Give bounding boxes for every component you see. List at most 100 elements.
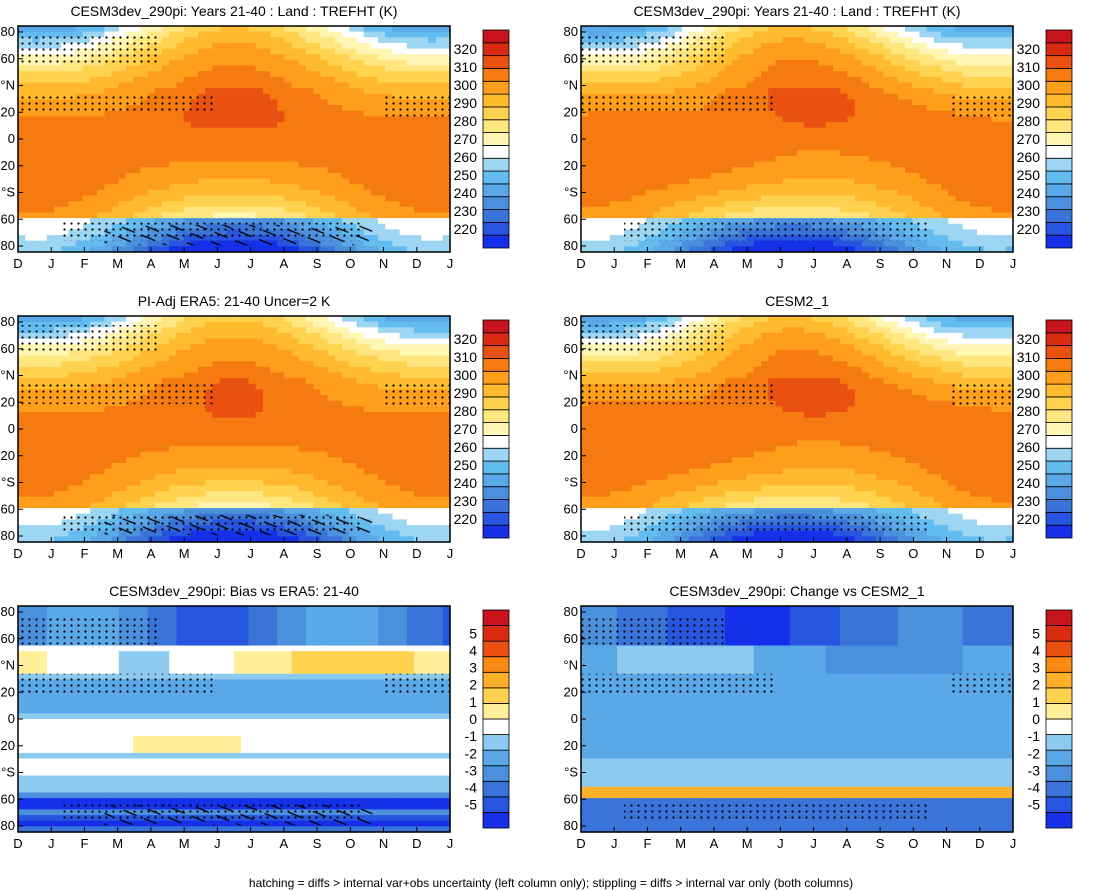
heatmap-cell	[270, 161, 278, 168]
heatmap-cell	[342, 161, 350, 168]
heatmap-cell	[306, 206, 314, 214]
heatmap-cell	[378, 48, 386, 55]
heatmap-cell	[82, 212, 91, 219]
heatmap-cell	[746, 206, 755, 214]
heatmap-cell	[725, 218, 733, 225]
heatmap-cell	[645, 116, 654, 123]
colorbar-label: 220	[1017, 221, 1041, 237]
colorbar-label: 300	[1017, 77, 1041, 93]
heatmap-cell	[933, 31, 942, 38]
heatmap-cell	[926, 71, 935, 78]
heatmap-cell	[435, 71, 444, 78]
heatmap-cell	[768, 206, 776, 214]
heatmap-cell	[753, 116, 762, 123]
heatmap-cell	[118, 116, 127, 123]
heatmap-cell	[919, 105, 928, 112]
heatmap-cell	[797, 59, 805, 67]
heatmap-cell	[435, 167, 444, 174]
heatmap-cell	[75, 316, 84, 323]
heatmap-cell	[977, 122, 985, 129]
heatmap-cell	[912, 184, 920, 191]
heatmap-cell	[68, 240, 77, 247]
heatmap-cell	[140, 184, 149, 191]
heatmap-cell	[797, 133, 805, 140]
y-tick-label: 80	[564, 24, 578, 39]
heatmap-cell	[638, 206, 647, 214]
heatmap-cell	[775, 76, 784, 84]
heatmap-cell	[926, 139, 935, 146]
heatmap-cell	[847, 184, 856, 191]
heatmap-cell	[804, 139, 812, 146]
heatmap-cell	[255, 206, 264, 214]
heatmap-cell	[696, 144, 704, 151]
heatmap-cell	[54, 116, 62, 123]
heatmap-cell	[262, 218, 271, 225]
heatmap-cell	[54, 223, 62, 230]
heatmap-cell	[933, 82, 942, 89]
heatmap-cell	[739, 122, 748, 129]
heatmap-cell	[334, 189, 343, 197]
heatmap-cell	[833, 93, 841, 101]
heatmap-cell	[133, 172, 141, 180]
heatmap-cell	[624, 31, 632, 38]
heatmap-cell	[581, 195, 589, 202]
heatmap-cell	[306, 71, 314, 78]
heatmap-cell	[133, 26, 141, 33]
heatmap-cell	[689, 206, 697, 214]
stippling	[581, 93, 776, 115]
heatmap-cell	[768, 71, 776, 78]
heatmap-cell	[61, 195, 69, 202]
heatmap-cell	[46, 246, 55, 253]
heatmap-cell	[262, 184, 271, 191]
heatmap-cell	[941, 42, 949, 50]
heatmap-cell	[581, 76, 589, 84]
heatmap-cell	[775, 31, 784, 38]
heatmap-cell	[948, 42, 956, 50]
heatmap-cell	[54, 229, 62, 236]
heatmap-cell	[111, 127, 120, 134]
heatmap-cell	[876, 122, 884, 129]
heatmap-cell	[631, 31, 640, 38]
heatmap-cell	[219, 218, 228, 225]
heatmap-cell	[90, 167, 98, 174]
heatmap-cell	[378, 172, 386, 180]
colorbar-label: 260	[454, 149, 478, 165]
heatmap-cell	[205, 42, 213, 50]
heatmap-cell	[39, 229, 48, 236]
heatmap-cell	[234, 161, 242, 168]
heatmap-cell	[212, 144, 221, 151]
heatmap-cell	[75, 144, 84, 151]
x-tick-label: N	[942, 256, 951, 271]
heatmap-cell	[912, 150, 920, 157]
heatmap-cell	[183, 155, 192, 163]
heatmap-cell	[226, 65, 235, 72]
heatmap-cell	[732, 76, 740, 84]
heatmap-cell	[435, 235, 444, 242]
heatmap-cell	[753, 246, 762, 253]
heatmap-cell	[370, 127, 379, 134]
heatmap-cell	[617, 155, 625, 163]
heatmap-cell	[262, 246, 271, 253]
heatmap-cell	[68, 195, 77, 202]
heatmap-cell	[883, 122, 892, 129]
heatmap-cell	[349, 48, 357, 55]
heatmap-cell	[674, 150, 683, 157]
heatmap-cell	[1005, 71, 1014, 78]
heatmap-cell	[306, 246, 314, 253]
heatmap-cell	[306, 167, 314, 174]
heatmap-cell	[270, 127, 278, 134]
heatmap-cell	[414, 71, 422, 78]
heatmap-cell	[234, 150, 242, 157]
heatmap-cell	[624, 155, 632, 163]
heatmap-cell	[392, 167, 401, 174]
heatmap-cell	[761, 218, 769, 225]
heatmap-cell	[421, 240, 429, 247]
heatmap-cell	[933, 161, 942, 168]
heatmap-cell	[933, 48, 942, 55]
heatmap-cell	[847, 105, 856, 112]
heatmap-cell	[442, 246, 451, 253]
heatmap-cell	[818, 201, 827, 208]
heatmap-cell	[624, 161, 632, 168]
heatmap-cell	[349, 65, 357, 72]
heatmap-cell	[797, 93, 805, 101]
